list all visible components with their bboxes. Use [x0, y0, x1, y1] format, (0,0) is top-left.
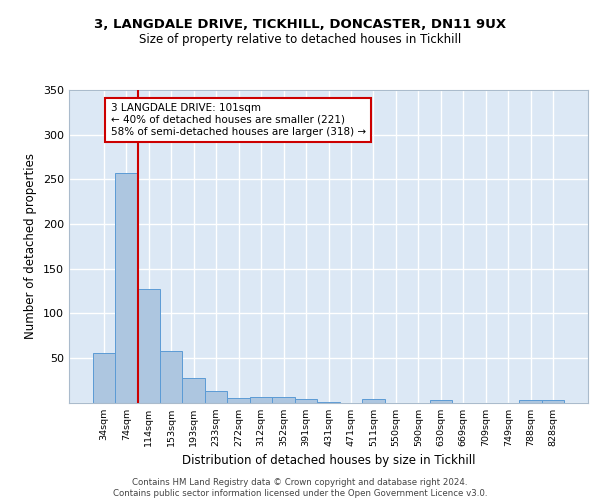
- Text: Size of property relative to detached houses in Tickhill: Size of property relative to detached ho…: [139, 32, 461, 46]
- Bar: [272, 397, 295, 402]
- X-axis label: Distribution of detached houses by size in Tickhill: Distribution of detached houses by size …: [182, 454, 475, 467]
- Bar: [137, 289, 160, 403]
- Y-axis label: Number of detached properties: Number of detached properties: [25, 153, 37, 339]
- Bar: [362, 399, 385, 402]
- Bar: [542, 400, 565, 402]
- Bar: [205, 391, 227, 402]
- Bar: [92, 354, 115, 403]
- Text: 3 LANGDALE DRIVE: 101sqm
← 40% of detached houses are smaller (221)
58% of semi-: 3 LANGDALE DRIVE: 101sqm ← 40% of detach…: [110, 104, 365, 136]
- Bar: [430, 400, 452, 402]
- Bar: [160, 350, 182, 403]
- Bar: [115, 173, 137, 402]
- Bar: [227, 398, 250, 402]
- Text: Contains HM Land Registry data © Crown copyright and database right 2024.
Contai: Contains HM Land Registry data © Crown c…: [113, 478, 487, 498]
- Text: 3, LANGDALE DRIVE, TICKHILL, DONCASTER, DN11 9UX: 3, LANGDALE DRIVE, TICKHILL, DONCASTER, …: [94, 18, 506, 30]
- Bar: [295, 399, 317, 402]
- Bar: [182, 378, 205, 402]
- Bar: [250, 397, 272, 402]
- Bar: [520, 400, 542, 402]
